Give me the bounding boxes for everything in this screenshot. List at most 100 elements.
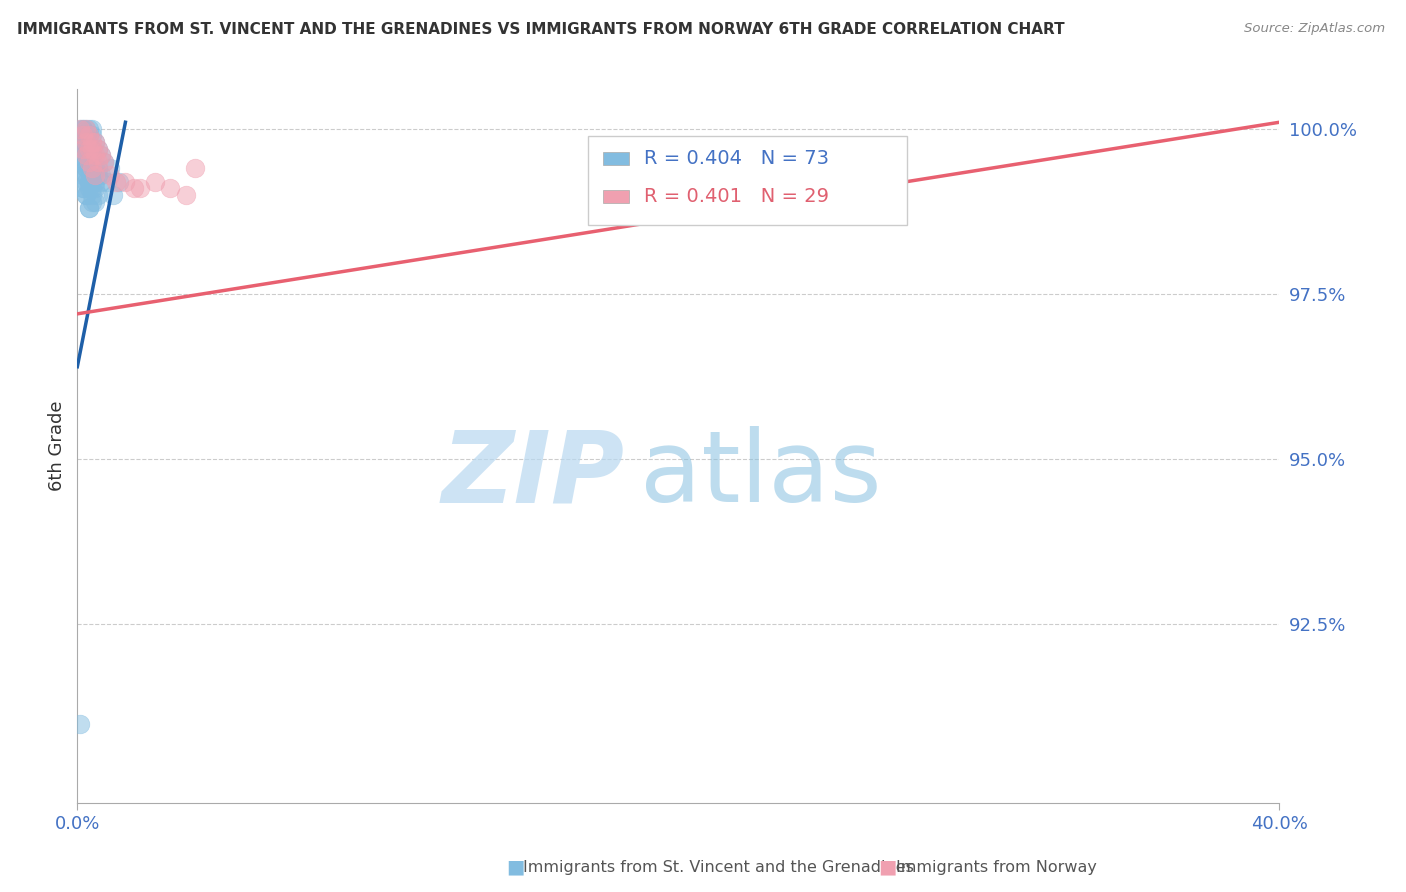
Text: Source: ZipAtlas.com: Source: ZipAtlas.com	[1244, 22, 1385, 36]
Point	[84, 194, 107, 209]
Point	[84, 135, 107, 149]
Text: Immigrants from Norway: Immigrants from Norway	[896, 860, 1097, 874]
Point	[79, 142, 101, 156]
Text: R = 0.401   N = 29: R = 0.401 N = 29	[644, 186, 828, 206]
Point	[72, 154, 94, 169]
Point	[72, 135, 94, 149]
Point	[75, 128, 97, 143]
Point	[84, 161, 107, 176]
Text: ZIP: ZIP	[441, 426, 624, 523]
Point	[96, 175, 118, 189]
Point	[124, 181, 146, 195]
Point	[90, 168, 112, 182]
Point	[159, 181, 181, 195]
Point	[87, 161, 110, 176]
Point	[82, 148, 104, 162]
Point	[87, 188, 110, 202]
Point	[75, 121, 97, 136]
Point	[84, 181, 107, 195]
Point	[69, 121, 91, 136]
Point	[72, 121, 94, 136]
Point	[105, 175, 128, 189]
Point	[75, 142, 97, 156]
Point	[100, 168, 122, 182]
Text: atlas: atlas	[640, 426, 882, 523]
Point	[72, 128, 94, 143]
Point	[79, 154, 101, 169]
FancyBboxPatch shape	[588, 136, 907, 225]
Point	[87, 142, 110, 156]
Point	[75, 168, 97, 182]
Point	[87, 154, 110, 169]
Point	[82, 168, 104, 182]
Point	[75, 135, 97, 149]
Point	[79, 175, 101, 189]
Point	[75, 168, 97, 182]
Text: R = 0.404   N = 73: R = 0.404 N = 73	[644, 149, 828, 168]
Point	[84, 175, 107, 189]
Point	[90, 148, 112, 162]
Point	[69, 128, 91, 143]
Point	[79, 175, 101, 189]
Point	[79, 142, 101, 156]
Point	[82, 188, 104, 202]
Point	[79, 121, 101, 136]
Point	[75, 188, 97, 202]
Point	[82, 142, 104, 156]
Point	[79, 128, 101, 143]
Point	[75, 142, 97, 156]
Point	[75, 175, 97, 189]
Point	[82, 148, 104, 162]
Point	[79, 161, 101, 176]
Point	[79, 201, 101, 215]
Point	[72, 142, 94, 156]
Text: Immigrants from St. Vincent and the Grenadines: Immigrants from St. Vincent and the Gren…	[523, 860, 914, 874]
Text: IMMIGRANTS FROM ST. VINCENT AND THE GRENADINES VS IMMIGRANTS FROM NORWAY 6TH GRA: IMMIGRANTS FROM ST. VINCENT AND THE GREN…	[17, 22, 1064, 37]
Point	[174, 188, 197, 202]
Point	[108, 175, 131, 189]
Point	[75, 161, 97, 176]
Point	[84, 168, 107, 182]
Point	[72, 121, 94, 136]
Point	[75, 161, 97, 176]
Point	[72, 154, 94, 169]
Point	[84, 148, 107, 162]
Point	[75, 188, 97, 202]
Point	[79, 128, 101, 143]
Point	[145, 175, 167, 189]
Point	[75, 154, 97, 169]
Point	[82, 168, 104, 182]
Point	[183, 161, 205, 176]
Point	[82, 194, 104, 209]
Point	[79, 148, 101, 162]
Point	[72, 181, 94, 195]
Point	[82, 128, 104, 143]
Point	[79, 201, 101, 215]
Text: ■: ■	[879, 857, 897, 877]
Point	[114, 175, 136, 189]
Point	[75, 148, 97, 162]
Point	[82, 121, 104, 136]
Point	[100, 161, 122, 176]
Text: ■: ■	[506, 857, 524, 877]
Point	[75, 135, 97, 149]
Point	[82, 142, 104, 156]
Point	[87, 142, 110, 156]
Point	[75, 128, 97, 143]
Point	[75, 135, 97, 149]
Point	[69, 716, 91, 731]
Point	[69, 121, 91, 136]
Point	[75, 142, 97, 156]
Point	[129, 181, 152, 195]
Point	[93, 154, 115, 169]
Point	[79, 154, 101, 169]
Point	[72, 148, 94, 162]
Point	[84, 135, 107, 149]
Point	[69, 128, 91, 143]
Point	[69, 135, 91, 149]
Y-axis label: 6th Grade: 6th Grade	[48, 401, 66, 491]
Point	[90, 148, 112, 162]
Point	[79, 148, 101, 162]
Point	[72, 181, 94, 195]
Point	[82, 161, 104, 176]
